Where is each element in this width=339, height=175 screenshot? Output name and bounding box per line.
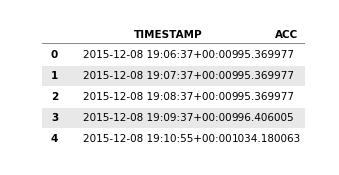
Text: 3: 3 [51,113,58,123]
Text: 2: 2 [51,92,58,102]
Text: 4: 4 [51,134,58,144]
Bar [42,66,305,86]
Text: 2015-12-08 19:08:37+00:00: 2015-12-08 19:08:37+00:00 [83,92,232,102]
Text: 2015-12-08 19:09:37+00:00: 2015-12-08 19:09:37+00:00 [83,113,232,123]
Text: TIMESTAMP: TIMESTAMP [134,30,203,40]
Text: 995.369977: 995.369977 [232,92,295,102]
Text: 995.369977: 995.369977 [232,50,295,60]
Text: 1034.180063: 1034.180063 [232,134,301,144]
Text: 995.369977: 995.369977 [232,71,295,81]
Text: 2015-12-08 19:07:37+00:00: 2015-12-08 19:07:37+00:00 [83,71,232,81]
Text: 2015-12-08 19:06:37+00:00: 2015-12-08 19:06:37+00:00 [83,50,232,60]
Text: 2015-12-08 19:10:55+00:00: 2015-12-08 19:10:55+00:00 [83,134,232,144]
Text: 0: 0 [51,50,58,60]
Bar [42,108,305,128]
Text: ACC: ACC [275,30,299,40]
Text: 1: 1 [51,71,58,81]
Text: 996.406005: 996.406005 [232,113,294,123]
